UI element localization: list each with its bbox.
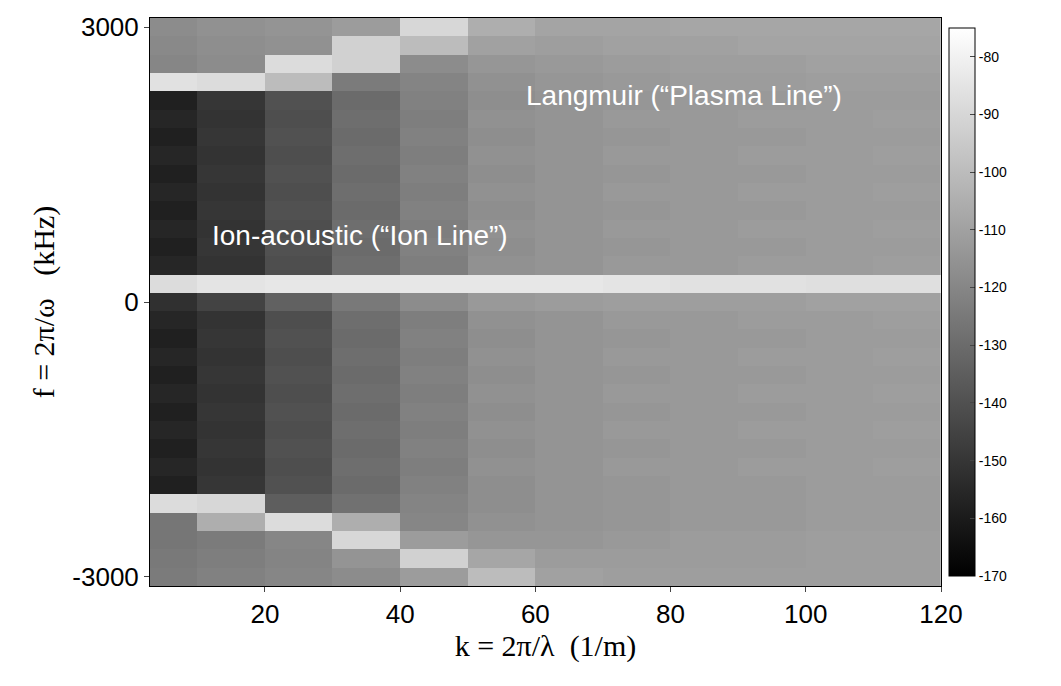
svg-text:3000: 3000 xyxy=(81,12,139,42)
svg-text:40: 40 xyxy=(386,599,415,629)
svg-text:-3000: -3000 xyxy=(72,562,139,592)
svg-text:80: 80 xyxy=(656,599,685,629)
svg-text:-100: -100 xyxy=(979,164,1007,180)
svg-text:60: 60 xyxy=(521,599,550,629)
svg-text:-140: -140 xyxy=(979,395,1007,411)
svg-text:k = 2π/λ (1/m): k = 2π/λ (1/m) xyxy=(455,629,637,663)
svg-text:-170: -170 xyxy=(979,568,1007,584)
svg-text:-150: -150 xyxy=(979,453,1007,469)
svg-text:-80: -80 xyxy=(979,49,999,65)
svg-text:20: 20 xyxy=(250,599,279,629)
svg-text:120: 120 xyxy=(919,599,962,629)
svg-text:-90: -90 xyxy=(979,106,999,122)
svg-text:Ion-acoustic (“Ion Line”): Ion-acoustic (“Ion Line”) xyxy=(212,220,508,251)
svg-text:-160: -160 xyxy=(979,510,1007,526)
svg-text:0: 0 xyxy=(124,287,138,317)
svg-text:100: 100 xyxy=(784,599,827,629)
svg-text:f = 2π/ω (kHz): f = 2π/ω (kHz) xyxy=(27,206,61,399)
svg-text:Langmuir (“Plasma Line”): Langmuir (“Plasma Line”) xyxy=(526,80,842,111)
svg-text:-130: -130 xyxy=(979,337,1007,353)
svg-text:-120: -120 xyxy=(979,279,1007,295)
svg-text:-110: -110 xyxy=(979,222,1006,238)
